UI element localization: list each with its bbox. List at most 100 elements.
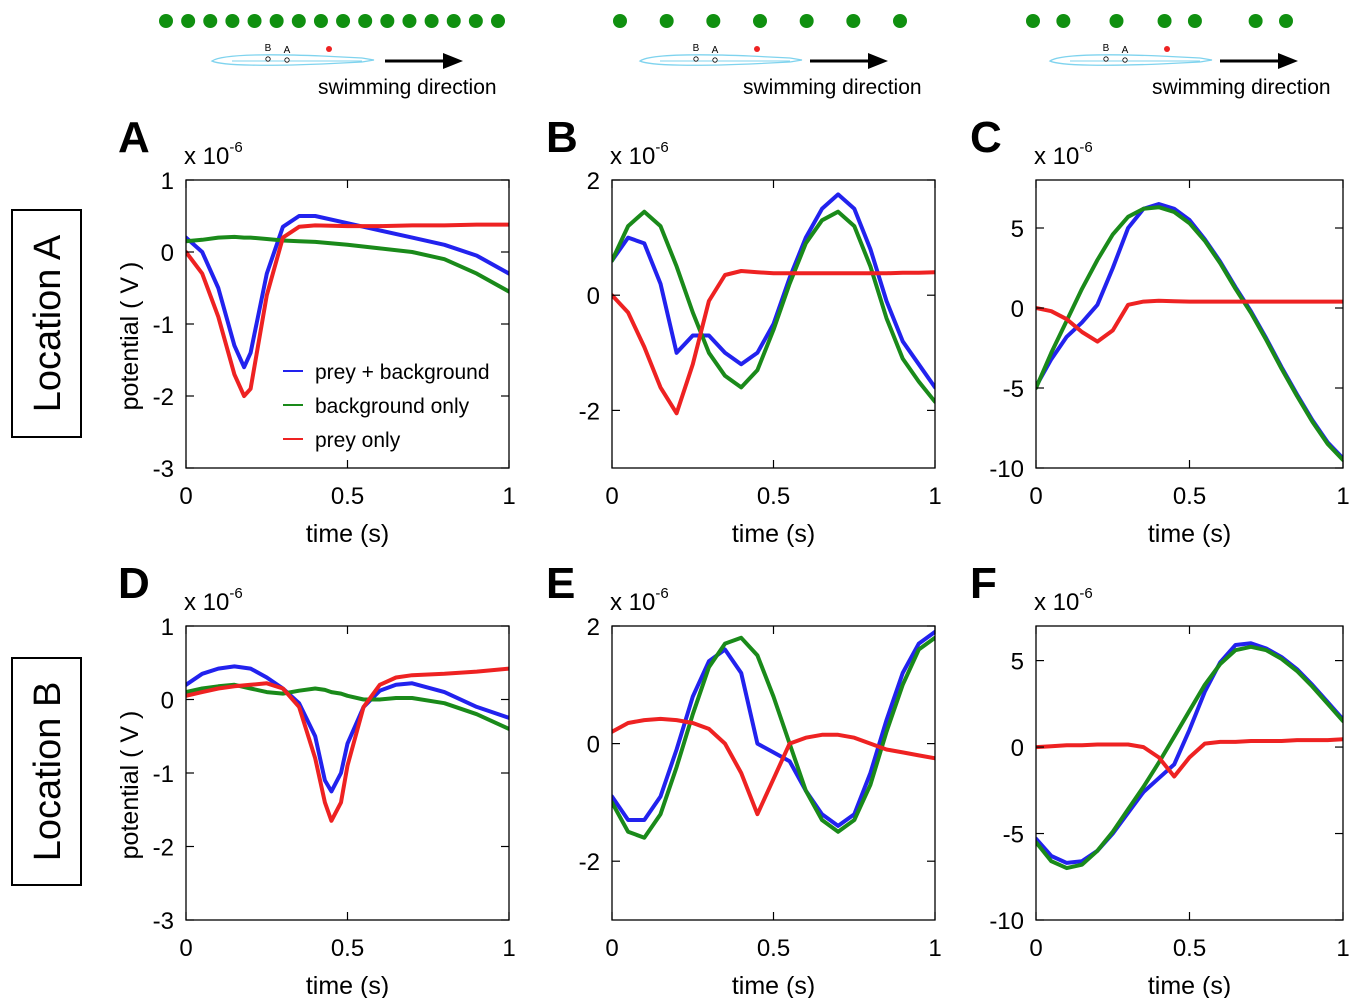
series-line-prey-only [612, 716, 935, 817]
x-tick-label: 0.5 [1173, 483, 1206, 510]
x-axis-label: time (s) [732, 520, 815, 548]
y-tick-label: 0 [1011, 735, 1024, 762]
background-object-dot [446, 14, 461, 28]
x-axis-label: time (s) [1148, 520, 1231, 548]
electrode-b-marker [265, 56, 271, 62]
series-group [612, 629, 935, 840]
electrode-a-marker [284, 57, 290, 63]
prey-dot [1164, 46, 1170, 52]
background-object-dot [753, 14, 767, 28]
series-group [186, 214, 509, 398]
y-tick-label: -5 [1003, 822, 1024, 849]
background-object-dot [291, 14, 306, 28]
background-object-dot [181, 14, 196, 28]
fish-outline [210, 54, 375, 66]
background-object-dot [846, 14, 861, 28]
x-axis-label: time (s) [1148, 972, 1231, 998]
y-tick-label: 5 [1011, 216, 1024, 243]
x-tick-label: 0.5 [757, 935, 790, 962]
axis-scale-label: x 10-6 [1034, 139, 1093, 170]
row-labels: Location A Location B [11, 209, 82, 886]
background-object-dot [1109, 14, 1124, 28]
axis-scale-label: x 10-6 [184, 585, 243, 616]
y-tick-label: -2 [153, 384, 174, 411]
background-object-dot [247, 14, 262, 28]
x-tick-label: 0 [605, 483, 618, 510]
background-object-dot [225, 14, 240, 28]
series-line-prey-background [612, 629, 935, 828]
swimming-direction-label: swimming direction [743, 76, 922, 99]
background-object-dot [1157, 14, 1172, 28]
x-axis-label: time (s) [732, 972, 815, 998]
background-object-dot [269, 14, 284, 28]
electrode-a-marker [1122, 57, 1128, 63]
row-label-text: Location B [27, 682, 69, 862]
series-line-prey-background [612, 192, 935, 390]
y-tick-label: 1 [161, 168, 174, 195]
legend-label: prey + background [315, 361, 490, 384]
background-object-dot [402, 14, 417, 28]
fish-outline [638, 54, 803, 66]
y-tick-label: -2 [579, 849, 600, 876]
panel-B: 0 0.5 1 2 0 -2 time (s) x 10-6 B [546, 113, 942, 548]
x-axis-label: time (s) [306, 972, 389, 998]
x-tick-label: 0.5 [331, 483, 364, 510]
background-object-dot [203, 14, 218, 28]
series-line-background-only [1036, 644, 1343, 871]
prey-dot [326, 46, 332, 52]
background-object-dot [358, 14, 373, 28]
row-label-text: Location A [27, 234, 69, 412]
direction-arrow-head [1278, 53, 1298, 69]
y-tick-label: -10 [989, 908, 1024, 935]
series-line-background-only [1036, 205, 1343, 462]
electrode-b-marker [693, 56, 699, 62]
row-label-box [11, 209, 82, 438]
panel-F: 0 0.5 1 5 0 -5 -10 time (s) x 10-6 F [970, 559, 1350, 998]
x-tick-label: 1 [1336, 483, 1349, 510]
y-tick-label: -2 [579, 398, 600, 425]
panel-letter: C [970, 113, 1002, 162]
series-group [1036, 641, 1343, 871]
y-tick-label: 0 [1011, 296, 1024, 323]
x-axis-label: time (s) [306, 520, 389, 548]
panel-letter: B [546, 113, 578, 162]
series-group [186, 664, 509, 823]
panel-E: 0 0.5 1 2 0 -2 time (s) x 10-6 E [546, 559, 942, 998]
series-line-prey-background [186, 664, 509, 794]
background-object-dot [159, 14, 173, 28]
y-tick-label: 5 [1011, 649, 1024, 676]
electrode-b-label: B [265, 43, 272, 54]
series-line-background-only [186, 234, 509, 294]
y-tick-label: -1 [153, 761, 174, 788]
electrode-b-label: B [693, 43, 700, 54]
background-object-dot [313, 14, 328, 28]
series-line-background-only [612, 635, 935, 840]
background-object-dot [491, 14, 505, 28]
y-axis-label: potential ( V ) [116, 262, 144, 411]
legend-label: background only [315, 395, 470, 418]
background-object-dot [380, 14, 395, 28]
background-object-dot [613, 14, 627, 28]
x-tick-label: 1 [928, 483, 941, 510]
y-tick-label: -3 [153, 456, 174, 483]
prey-dot [754, 46, 760, 52]
direction-arrow-head [868, 53, 888, 69]
y-tick-label: -5 [1003, 376, 1024, 403]
background-object-dot [706, 14, 721, 28]
direction-arrow-head [443, 53, 463, 69]
electrode-a-label: A [284, 45, 291, 56]
background-object-dot [336, 14, 351, 28]
legend: prey + background background only prey onl… [283, 361, 490, 452]
background-object-dot [799, 14, 814, 28]
series-line-prey-only [1036, 298, 1343, 344]
background-object-dot [1056, 14, 1071, 28]
electrode-b-label: B [1103, 43, 1110, 54]
legend-label: prey only [315, 429, 401, 452]
panel-letter: F [970, 559, 997, 608]
series-group [1036, 202, 1343, 462]
background-object-dot [659, 14, 674, 28]
